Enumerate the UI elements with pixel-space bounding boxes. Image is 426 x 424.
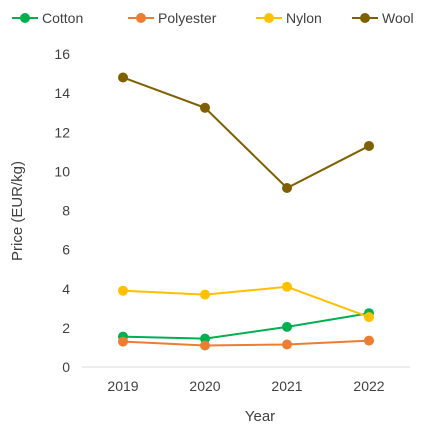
data-point-cotton [282, 321, 292, 332]
y-axis-title: Price (EUR/kg) [9, 161, 26, 261]
data-point-wool [200, 102, 210, 113]
data-point-polyester [118, 336, 128, 347]
y-tick-label: 10 [54, 163, 70, 179]
legend-label-nylon: Nylon [286, 10, 322, 26]
x-tick-label: 2019 [107, 378, 138, 394]
data-point-cotton [200, 333, 210, 344]
legend-marker-cotton [20, 13, 30, 23]
data-point-wool [364, 140, 374, 151]
y-tick-label: 14 [54, 85, 70, 101]
data-point-wool [282, 183, 292, 194]
series-line-nylon [122, 285, 370, 319]
data-point-polyester [200, 340, 210, 351]
x-tick-label: 2020 [189, 378, 220, 394]
legend: Cotton Polyester Nylon Wool [12, 10, 414, 26]
series-wool [118, 72, 374, 194]
series-line-polyester [122, 339, 370, 347]
data-point-polyester [364, 335, 374, 346]
legend-label-cotton: Cotton [42, 10, 83, 26]
legend-marker-nylon [264, 13, 274, 23]
legend-item-cotton: Cotton [12, 10, 83, 26]
data-point-nylon [364, 312, 374, 323]
y-tick-label: 12 [54, 124, 70, 140]
y-axis-ticks: 0 2 4 6 8 10 12 14 16 [54, 46, 70, 375]
legend-label-polyester: Polyester [158, 10, 217, 26]
legend-marker-polyester [136, 13, 146, 23]
y-tick-label: 4 [62, 281, 70, 297]
series-polyester [118, 335, 374, 351]
x-tick-label: 2022 [353, 378, 384, 394]
x-axis-title: Year [245, 408, 275, 424]
data-point-nylon [118, 285, 128, 296]
x-tick-label: 2021 [271, 378, 302, 394]
legend-item-nylon: Nylon [256, 10, 322, 26]
legend-item-wool: Wool [352, 10, 414, 26]
y-tick-label: 2 [62, 320, 70, 336]
series-layer [118, 72, 374, 351]
y-tick-label: 8 [62, 203, 70, 219]
legend-marker-wool [360, 13, 370, 23]
series-nylon [118, 281, 374, 323]
y-tick-label: 0 [62, 359, 70, 375]
data-point-polyester [282, 339, 292, 350]
data-point-nylon [282, 281, 292, 292]
x-axis-ticks: 2019 2020 2021 2022 [107, 378, 384, 394]
data-point-wool [118, 72, 128, 83]
series-cotton [118, 308, 374, 344]
legend-label-wool: Wool [382, 10, 414, 26]
series-line-wool [122, 76, 370, 190]
data-point-nylon [200, 289, 210, 300]
series-line-cotton [122, 312, 370, 340]
y-tick-label: 16 [54, 46, 70, 62]
y-tick-label: 6 [62, 242, 70, 258]
legend-item-polyester: Polyester [128, 10, 217, 26]
